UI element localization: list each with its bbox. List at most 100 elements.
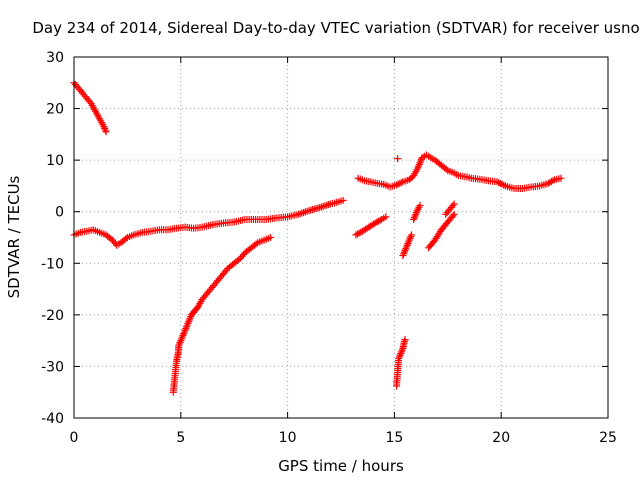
- data-point: [450, 210, 458, 218]
- data-point: [396, 351, 404, 359]
- data-point: [557, 174, 565, 182]
- data-point: [100, 123, 108, 131]
- data-point: [239, 251, 247, 259]
- data-point: [416, 159, 424, 167]
- series-track-e: [354, 151, 565, 193]
- data-point: [183, 321, 191, 329]
- chart-title: Day 234 of 2014, Sidereal Day-to-day VTE…: [32, 19, 639, 37]
- data-point: [301, 208, 309, 216]
- data-point: [394, 155, 402, 163]
- data-point: [185, 318, 193, 326]
- y-tick-label: 10: [46, 153, 64, 169]
- data-point: [397, 350, 405, 358]
- x-tick-label: 20: [492, 430, 510, 446]
- data-point: [186, 314, 194, 322]
- data-point: [182, 325, 190, 333]
- data-point: [303, 207, 311, 215]
- series-track-c: [169, 234, 275, 396]
- data-point: [406, 234, 414, 242]
- data-point: [321, 202, 329, 210]
- data-point: [417, 157, 425, 165]
- data-point: [323, 201, 331, 209]
- data-point: [400, 248, 408, 256]
- data-point: [393, 181, 401, 189]
- data-point: [442, 165, 450, 173]
- data-point: [316, 204, 324, 212]
- data-point: [410, 215, 418, 223]
- y-tick-label: 30: [46, 50, 64, 66]
- data-point: [298, 209, 306, 217]
- axis-tick-labels: 0 5 10 15 20 25 -40 -30 -20 -10 0 10 20 30: [41, 50, 617, 446]
- data-point: [496, 179, 504, 187]
- series-track-j: [425, 210, 458, 252]
- data-point: [396, 179, 404, 187]
- plot-frame: [73, 56, 609, 419]
- series-track-g: [394, 155, 402, 163]
- series-track-f: [393, 336, 409, 390]
- data-point: [412, 210, 420, 218]
- data-point: [178, 335, 186, 343]
- data-point: [235, 255, 243, 263]
- data-point: [402, 245, 410, 253]
- series-track-d: [352, 213, 390, 239]
- data-point: [175, 340, 183, 348]
- data-point: [107, 235, 115, 243]
- data-point: [175, 342, 183, 350]
- data-point: [500, 181, 508, 189]
- data-point: [495, 179, 503, 187]
- data-point: [403, 241, 411, 249]
- data-point: [177, 337, 185, 345]
- x-tick-label: 25: [599, 430, 617, 446]
- data-point: [325, 201, 333, 209]
- x-tick-label: 5: [176, 430, 185, 446]
- data-point: [412, 209, 420, 217]
- data-point: [450, 200, 458, 208]
- data-point: [404, 240, 412, 248]
- data-point: [411, 212, 419, 220]
- data-point: [102, 128, 110, 136]
- series-track-i: [410, 202, 424, 223]
- data-point: [317, 203, 325, 211]
- y-tick-label: 0: [55, 205, 64, 221]
- series-track-b: [70, 196, 347, 249]
- data-point: [376, 216, 384, 224]
- data-point: [395, 355, 403, 363]
- y-tick-label: -40: [41, 411, 64, 427]
- data-point: [122, 235, 130, 243]
- series-track-h: [399, 231, 415, 260]
- data-point: [180, 330, 188, 338]
- data-point: [400, 250, 408, 258]
- data-point: [382, 213, 390, 221]
- data-point: [549, 177, 557, 185]
- data-point: [339, 196, 347, 204]
- data-point: [319, 202, 327, 210]
- data-point: [185, 316, 193, 324]
- grid: [74, 57, 608, 418]
- series-track-a: [70, 79, 110, 136]
- x-tick-label: 0: [70, 430, 79, 446]
- axis-ticks: [73, 56, 609, 419]
- data-point: [403, 243, 411, 251]
- data-point: [416, 202, 424, 210]
- data-point: [449, 202, 457, 210]
- data-point: [401, 246, 409, 254]
- data-point: [252, 240, 260, 248]
- data-point: [180, 328, 188, 336]
- data-point: [449, 212, 457, 220]
- data-point: [178, 333, 186, 341]
- data-point: [401, 336, 409, 344]
- y-tick-label: -10: [41, 256, 64, 272]
- data-point: [86, 98, 94, 106]
- data-point: [300, 208, 308, 216]
- data-point: [410, 214, 418, 222]
- data-point: [398, 346, 406, 354]
- data-point: [405, 236, 413, 244]
- data-point: [267, 234, 275, 241]
- data-point: [498, 180, 506, 188]
- y-tick-label: -20: [41, 308, 64, 324]
- data-point: [182, 323, 190, 331]
- data-point: [222, 266, 230, 274]
- x-tick-label: 15: [385, 430, 403, 446]
- data-point: [395, 353, 403, 361]
